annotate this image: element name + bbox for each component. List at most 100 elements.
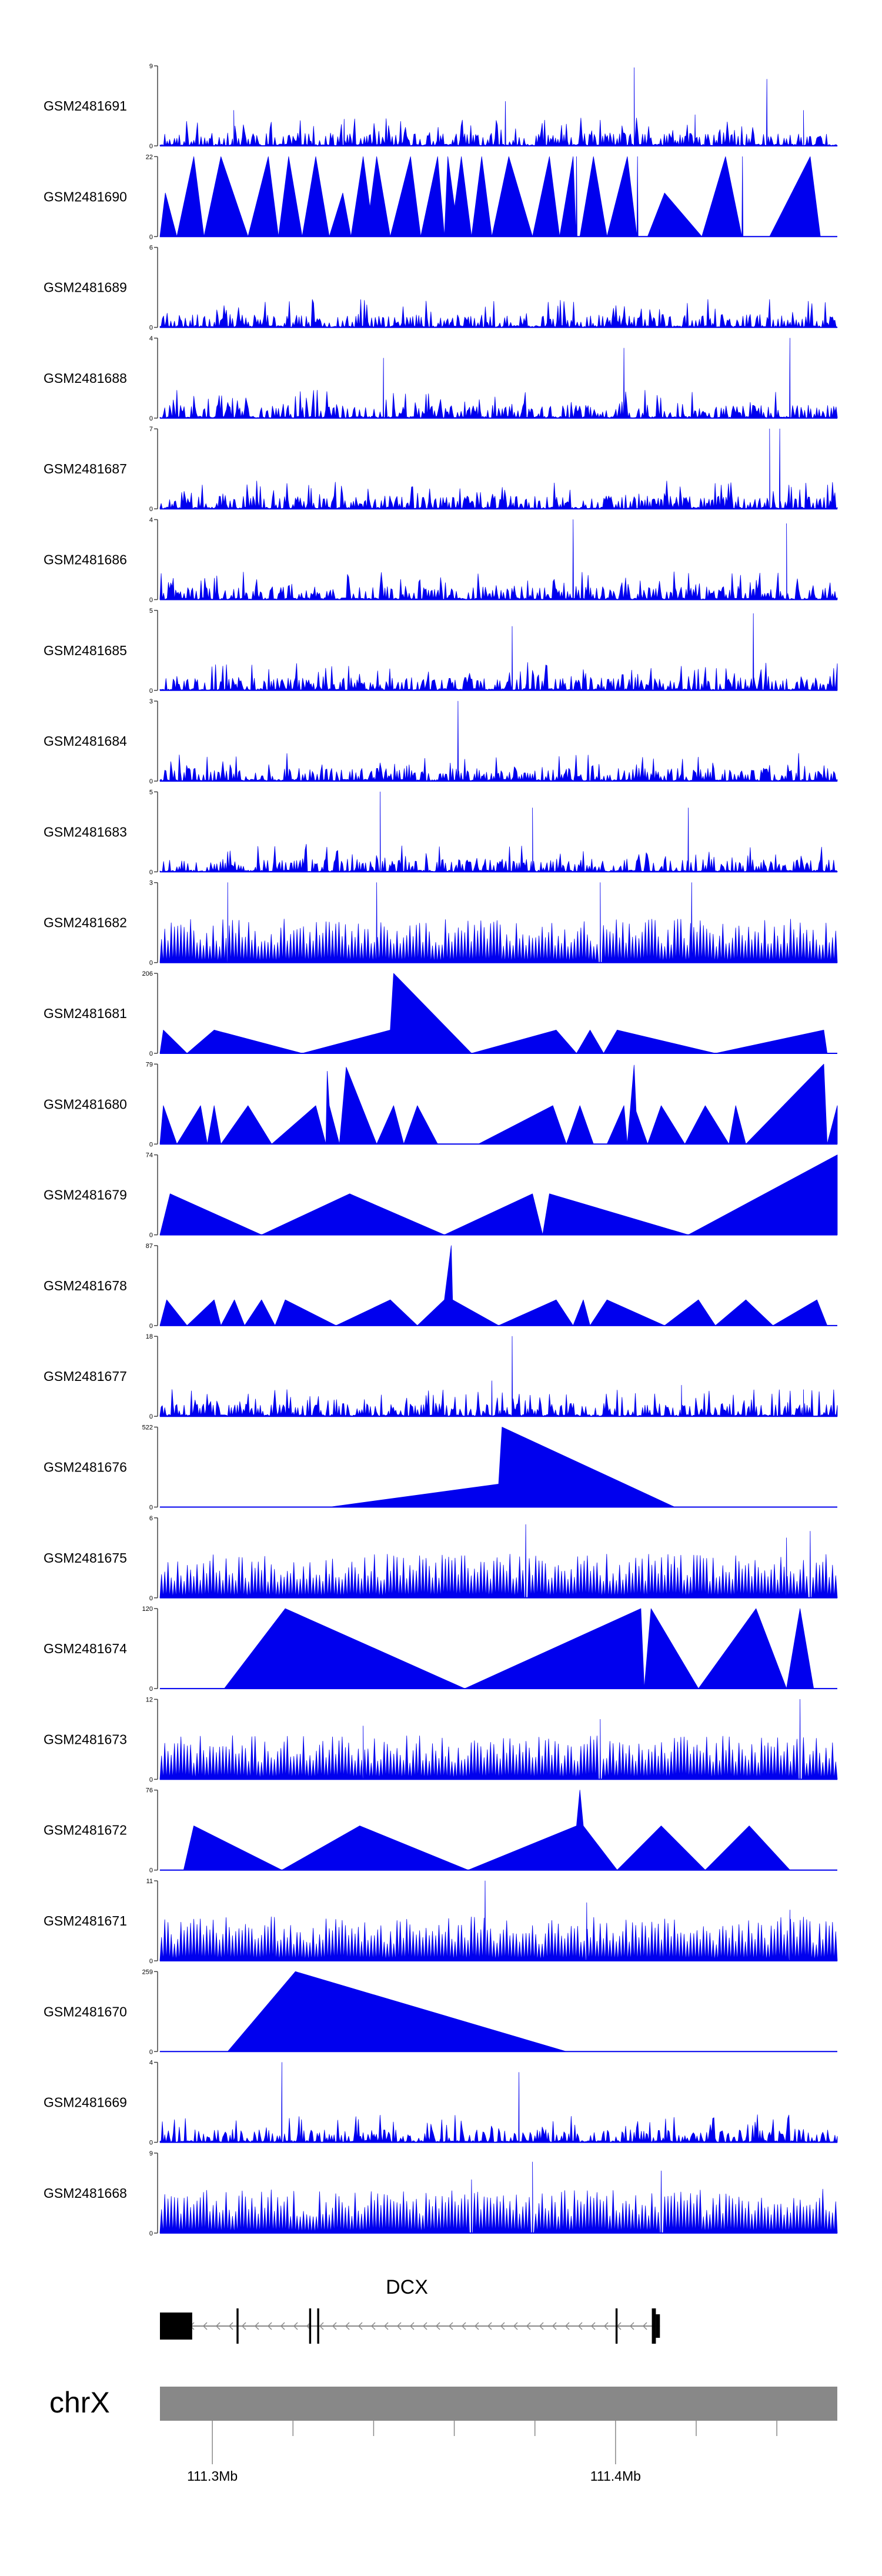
track-GSM2481677: GSM2481677 18 0 [44, 1333, 838, 1420]
y-tick-label-top: 259 [142, 1968, 153, 1976]
strand-chevron [603, 2322, 609, 2330]
strand-chevron [409, 2322, 415, 2330]
track-GSM2481673: GSM2481673 12 0 [44, 1696, 838, 1783]
track-GSM2481683: GSM2481683 5 0 [44, 789, 838, 876]
y-tick-label-top: 9 [149, 2150, 153, 2157]
y-tick-label-top: 79 [146, 1061, 153, 1068]
y-tick-label-bottom: 0 [149, 2230, 153, 2237]
strand-chevron [577, 2322, 583, 2330]
track-GSM2481675: GSM2481675 6 0 [44, 1515, 838, 1602]
strand-chevron [526, 2322, 531, 2330]
track-label: GSM2481681 [44, 1006, 127, 1021]
strand-chevron [202, 2322, 208, 2330]
gene-exon [160, 2313, 192, 2340]
track-label: GSM2481675 [44, 1550, 127, 1566]
x-tick-label: 111.3Mb [187, 2468, 238, 2484]
y-tick-label-bottom: 0 [149, 1867, 153, 1874]
y-tick-label-bottom: 0 [149, 597, 153, 604]
x-tick-label: 111.4Mb [590, 2468, 641, 2484]
track-label: GSM2481669 [44, 2095, 127, 2110]
track-label: GSM2481685 [44, 643, 127, 658]
strand-chevron [228, 2322, 233, 2330]
strand-chevron [500, 2322, 505, 2330]
gene-exon [615, 2308, 618, 2344]
strand-chevron [513, 2322, 518, 2330]
track-GSM2481676: GSM2481676 522 0 [44, 1424, 837, 1511]
chromosome-bar [160, 2387, 837, 2421]
signal-area [159, 338, 838, 419]
y-tick-label-bottom: 0 [149, 233, 153, 241]
track-label: GSM2481686 [44, 552, 127, 568]
y-tick-label-top: 4 [149, 2060, 153, 2067]
strand-chevron [345, 2322, 350, 2330]
strand-chevron [564, 2322, 570, 2330]
gene-exon [236, 2308, 239, 2344]
y-tick-label-top: 74 [146, 1152, 153, 1159]
gene-exon [317, 2308, 319, 2344]
y-tick-label-top: 4 [149, 335, 153, 342]
track-label: GSM2481689 [44, 280, 127, 295]
track-GSM2481682: GSM2481682 3 0 [44, 880, 838, 967]
signal-area [159, 792, 838, 872]
signal-area [159, 973, 828, 1054]
track-label: GSM2481670 [44, 2004, 127, 2019]
strand-chevron [487, 2322, 492, 2330]
y-tick-label-bottom: 0 [149, 1504, 153, 1511]
strand-chevron [254, 2322, 259, 2330]
track-GSM2481688: GSM2481688 4 0 [44, 335, 838, 422]
chromosome-label: chrX [49, 2386, 110, 2419]
strand-chevron [642, 2322, 647, 2330]
gene-exon [652, 2308, 656, 2344]
track-label: GSM2481683 [44, 824, 127, 839]
track-GSM2481684: GSM2481684 3 0 [44, 698, 838, 785]
y-tick-label-top: 206 [142, 970, 153, 977]
track-label: GSM2481673 [44, 1731, 127, 1747]
y-tick-label-bottom: 0 [149, 1141, 153, 1148]
track-label: GSM2481678 [44, 1278, 127, 1293]
strand-chevron [590, 2322, 596, 2330]
y-tick-label-top: 7 [149, 426, 153, 433]
gene-label: DCX [386, 2276, 428, 2298]
y-tick-label-bottom: 0 [149, 325, 153, 332]
strand-chevron [474, 2322, 479, 2330]
y-tick-label-bottom: 0 [149, 1595, 153, 1602]
y-tick-label-top: 4 [149, 517, 153, 524]
chromosome-axis: chrX 111.3Mb 111.4Mb [49, 2386, 837, 2484]
y-tick-label-bottom: 0 [149, 1050, 153, 1057]
y-tick-label-bottom: 0 [149, 1413, 153, 1420]
signal-area [159, 1063, 838, 1144]
signal-area [159, 1608, 814, 1689]
y-tick-label-bottom: 0 [149, 869, 153, 876]
track-label: GSM2481680 [44, 1096, 127, 1112]
y-tick-label-top: 11 [146, 1878, 153, 1885]
track-GSM2481685: GSM2481685 5 0 [44, 608, 838, 695]
strand-chevron [435, 2322, 440, 2330]
strand-chevron [422, 2322, 427, 2330]
y-tick-label-bottom: 0 [149, 960, 153, 967]
signal-area [159, 700, 838, 782]
track-GSM2481686: GSM2481686 4 0 [44, 517, 838, 604]
signal-area [159, 1524, 838, 1599]
track-label: GSM2481687 [44, 461, 127, 476]
y-tick-label-top: 6 [149, 245, 153, 252]
y-tick-label-bottom: 0 [149, 1958, 153, 1965]
signal-area [159, 2062, 838, 2143]
strand-chevron [267, 2322, 272, 2330]
track-label: GSM2481684 [44, 733, 127, 749]
gene-exon [656, 2314, 660, 2338]
y-tick-label-top: 12 [146, 1696, 153, 1703]
y-tick-label-top: 3 [149, 698, 153, 705]
y-tick-label-top: 5 [149, 608, 153, 615]
y-tick-label-top: 3 [149, 880, 153, 887]
y-tick-label-bottom: 0 [149, 415, 153, 422]
strand-chevron [319, 2322, 324, 2330]
strand-chevron [396, 2322, 402, 2330]
signal-area [159, 1245, 828, 1326]
track-GSM2481668: GSM2481668 9 0 [44, 2150, 838, 2237]
track-label: GSM2481688 [44, 371, 127, 386]
track-label: GSM2481671 [44, 1913, 127, 1928]
signal-area [159, 1154, 838, 1235]
y-tick-label-bottom: 0 [149, 1323, 153, 1330]
